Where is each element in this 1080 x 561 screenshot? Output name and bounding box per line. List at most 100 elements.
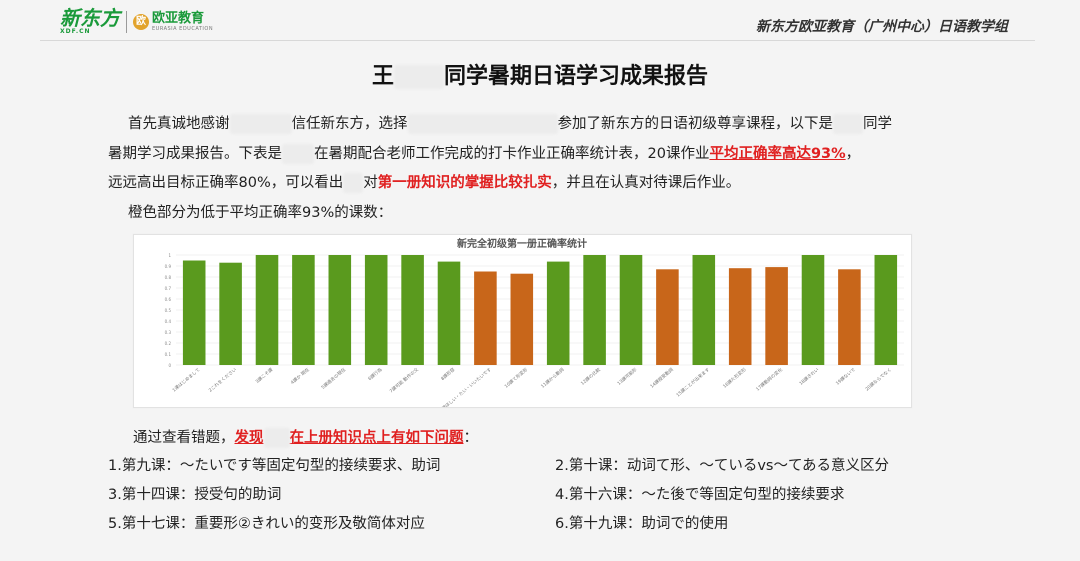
paragraph-line-2: 暑期学习成果报告。下表是 在暑期配合老师工作完成的打卡作业正确率统计表，20课作业… — [108, 142, 860, 164]
x-tick-label: 19課ないで — [834, 366, 857, 387]
y-tick-label: 0.4 — [165, 319, 172, 324]
issue-item: 5.第十七课：重要形②きれい的变形及敬简体对应 — [108, 516, 425, 532]
xdf-logo-subtext: XDF.CN — [60, 28, 91, 35]
redacted-name — [833, 114, 863, 134]
y-tick-label: 0.5 — [165, 308, 172, 313]
x-tick-label: 14課授受動詞 — [649, 366, 676, 390]
text-segment: ， — [845, 146, 861, 162]
y-tick-label: 0 — [168, 363, 171, 368]
page-header: 新东方 XDF.CN 欧 欧亚教育 EURASIA EDUCATION 新东方欧… — [0, 0, 1080, 42]
y-tick-label: 0.9 — [165, 264, 172, 269]
bar — [765, 267, 788, 365]
text-segment: 参加了新东方的日语初级尊享课程，以下是 — [557, 116, 834, 132]
text-segment: 对 — [363, 175, 378, 191]
issue-item: 6.第十九课：助词で的使用 — [555, 516, 729, 532]
redacted-name — [282, 144, 314, 164]
bar — [364, 255, 388, 365]
issue-item: 2.第十课：动词て形、〜ているvs〜てある意义区分 — [555, 458, 890, 474]
eurasia-logo: 欧 欧亚教育 EURASIA EDUCATION — [133, 10, 214, 32]
bar — [219, 262, 242, 365]
accuracy-bar-chart: 新完全初级第一册正确率统计 0 0.1 0.2 0.3 0.4 0.5 0.6 0.7 0.8 0… — [165, 237, 904, 407]
y-tick-label: 0.3 — [165, 330, 172, 335]
x-tick-label: 16課た形変形 — [721, 366, 748, 390]
eurasia-logo-subtext: EURASIA EDUCATION — [152, 25, 214, 32]
organization-name: 新东方欧亚教育（广州中心）日语教学组 — [756, 19, 1008, 35]
highlight-average-rate: 平均正确率高达93% — [709, 146, 846, 162]
bar — [692, 255, 716, 365]
x-tick-label: 7課可能 動作の文 — [388, 366, 420, 395]
highlight-knowledge: 第一册知识的掌握比较扎实 — [377, 175, 552, 191]
x-tick-label: 20課ならでなく — [864, 366, 893, 392]
xdf-logo: 新东方 XDF.CN — [60, 8, 120, 35]
y-tick-label: 0.2 — [165, 341, 172, 346]
title-suffix: 同学暑期日语学习成果报告 — [444, 64, 709, 89]
text-segment: 首先真诚地感谢 — [128, 116, 230, 132]
header-divider — [40, 40, 1035, 41]
chart-title: 新完全初级第一册正确率统计 — [457, 237, 587, 250]
x-tick-label: 10課て形変形 — [503, 366, 530, 390]
redacted-name — [343, 173, 364, 193]
x-tick-label: 6課行為 — [366, 366, 383, 382]
highlight-issues: 在上册知识点上有如下问题 — [289, 430, 464, 446]
xdf-logo-text: 新东方 — [60, 6, 120, 30]
x-tick-label: 18課きれい — [798, 366, 821, 387]
x-tick-label: 15課ことが出来ます — [675, 366, 712, 399]
text-segment: 暑期学习成果报告。下表是 — [108, 146, 282, 162]
text-segment: 远远高出目标正确率80%，可以看出 — [108, 175, 344, 191]
bar — [328, 255, 352, 365]
bar — [728, 268, 752, 365]
y-tick-label: 0.7 — [165, 286, 172, 291]
redacted-name — [263, 428, 290, 448]
x-tick-label: 9課ほしい・たい・いいたいです — [438, 366, 493, 407]
redacted-name — [229, 114, 292, 134]
x-tick-label: 11課から動詞 — [539, 366, 566, 390]
highlight-found: 发现 — [234, 430, 264, 446]
page-title: 王 同学暑期日语学习成果报告 — [0, 58, 1080, 90]
bar — [838, 269, 861, 365]
bar — [401, 255, 424, 365]
issue-item: 1.第九课：〜たいです等固定句型的接续要求、助词 — [108, 458, 441, 474]
bar — [510, 273, 534, 365]
bar — [583, 255, 606, 365]
x-tick-label: 5課過去の現在 — [320, 366, 348, 391]
x-tick-label: 4課か 現在 — [289, 366, 311, 386]
bar — [474, 271, 497, 365]
logo-group: 新东方 XDF.CN 欧 欧亚教育 EURASIA EDUCATION — [60, 8, 213, 35]
text-segment: ，并且在认真对待课后作业。 — [551, 175, 741, 191]
y-tick-label: 0.8 — [165, 275, 172, 280]
bar — [437, 261, 461, 365]
x-tick-label: 2これをください — [207, 366, 238, 394]
y-tick-label: 1 — [168, 253, 171, 258]
issue-item: 3.第十四课：授受句的助词 — [108, 487, 282, 503]
bar — [874, 255, 898, 365]
redacted-name — [407, 114, 558, 134]
bar — [182, 260, 206, 365]
x-tick-label: 1课はじめまして — [171, 366, 202, 393]
logo-divider — [126, 10, 127, 33]
findings-intro: 通过查看错题，发现 在上册知识点上有如下问题： — [133, 426, 478, 448]
bar — [292, 255, 315, 365]
text-segment: 通过查看错题， — [133, 430, 235, 446]
x-tick-label: 8課形容 — [439, 366, 456, 382]
issue-item: 4.第十六课：〜た後で等固定句型的接续要求 — [555, 487, 845, 503]
text-segment: ： — [463, 430, 479, 446]
x-tick-label: 13課可能形 — [616, 366, 639, 387]
text-segment: 在暑期配合老师工作完成的打卡作业正确率统计表，20课作业 — [314, 146, 710, 162]
y-tick-label: 0.6 — [165, 297, 172, 302]
x-tick-label: 12課の比較 — [579, 366, 602, 387]
title-prefix: 王 — [371, 64, 394, 89]
eurasia-logo-text: 欧亚教育 — [152, 10, 205, 26]
bar — [619, 255, 643, 365]
bar — [656, 269, 679, 365]
bar — [546, 261, 570, 365]
paragraph-line-1: 首先真诚地感谢 信任新东方，选择 参加了新东方的日语初级尊享课程，以下是 同学 — [128, 112, 892, 134]
eurasia-logo-icon: 欧 — [133, 13, 149, 30]
text-segment: 信任新东方，选择 — [291, 116, 408, 132]
bar — [255, 255, 279, 365]
redacted-name — [394, 65, 444, 89]
text-segment: 同学 — [863, 116, 892, 132]
bar — [801, 255, 825, 365]
y-tick-label: 0.1 — [165, 352, 172, 357]
paragraph-line-3: 远远高出目标正确率80%，可以看出 对第一册知识的掌握比较扎实，并且在认真对待课后… — [108, 171, 740, 193]
accuracy-chart: 新完全初级第一册正确率统计 0 0.1 0.2 0.3 0.4 0.5 0.6 0.7 0.8 0… — [133, 234, 912, 408]
